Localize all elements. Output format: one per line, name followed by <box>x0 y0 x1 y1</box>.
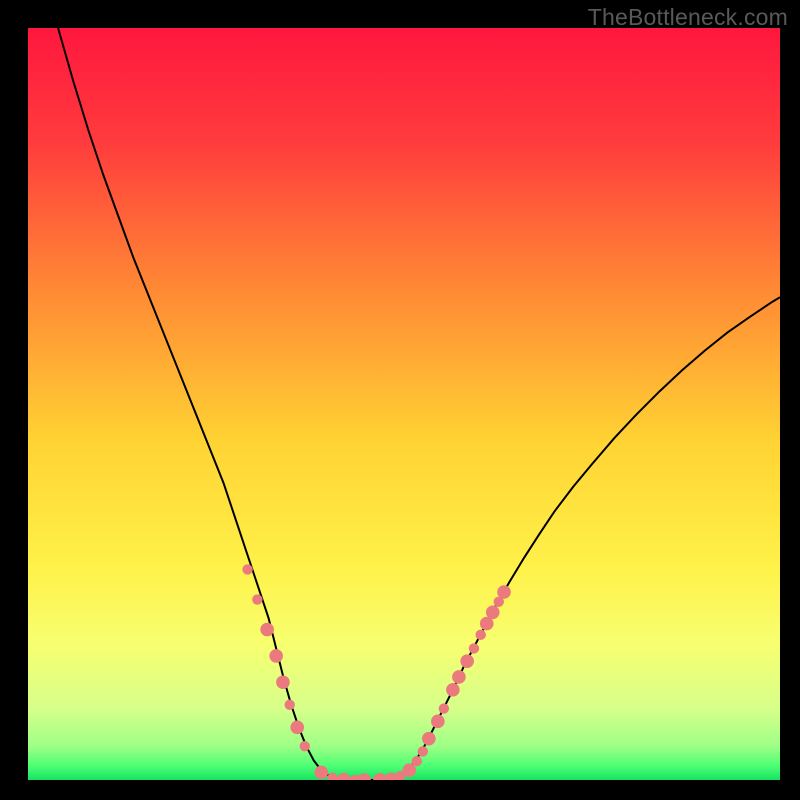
watermark-text: TheBottleneck.com <box>588 4 788 31</box>
data-point <box>285 700 295 710</box>
data-point <box>469 643 479 653</box>
plot-svg <box>28 28 780 780</box>
data-point <box>431 715 445 729</box>
data-point <box>452 670 466 684</box>
gradient-background <box>28 28 780 780</box>
data-point <box>439 703 449 713</box>
data-point <box>290 721 304 735</box>
data-point <box>314 766 328 780</box>
data-point <box>418 746 428 756</box>
data-point <box>486 606 500 620</box>
data-point <box>252 594 262 604</box>
data-point <box>269 649 283 663</box>
data-point <box>300 741 310 751</box>
data-point <box>260 623 274 637</box>
data-point <box>476 630 486 640</box>
data-point <box>497 585 511 599</box>
data-point <box>276 675 290 689</box>
chart-container: { "canvas": { "width": 800, "height": 80… <box>0 0 800 800</box>
data-point <box>242 564 252 574</box>
plot-area <box>28 28 780 780</box>
data-point <box>446 683 460 697</box>
data-point <box>412 756 422 766</box>
data-point <box>422 732 436 746</box>
data-point <box>460 654 474 668</box>
